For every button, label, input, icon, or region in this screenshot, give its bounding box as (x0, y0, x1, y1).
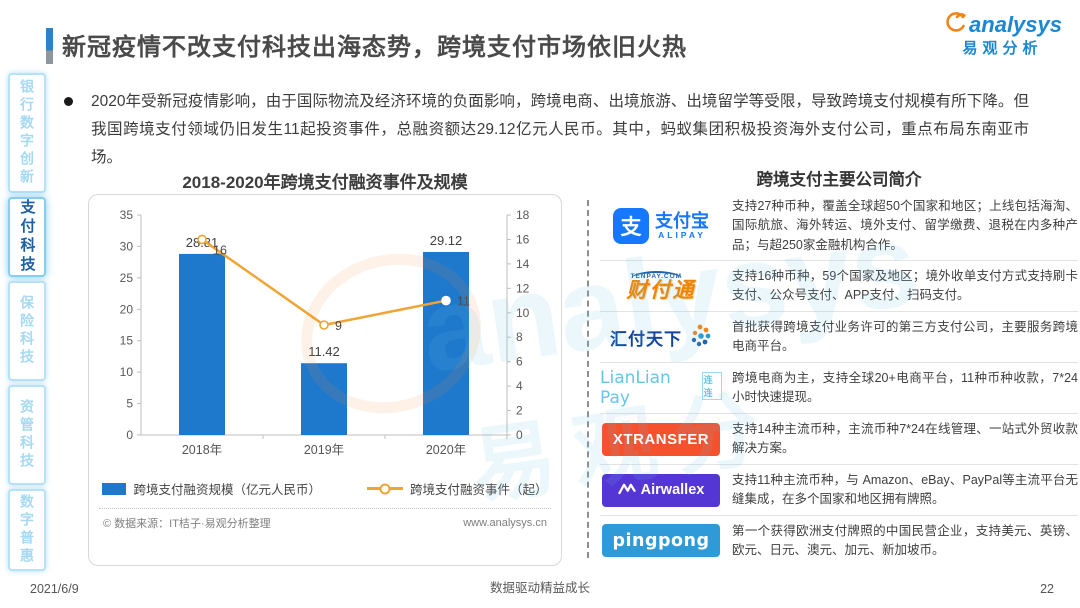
company-row-tenpay: TENPAY.COM 财付通 支持16种币种，59个国家及地区；境外收单支付方式… (600, 261, 1078, 313)
legend-item-line: 跨境支付融资事件（起） (367, 479, 548, 498)
company-row-airwallex: Airwallex 支持11种主流币种，与 Amazon、eBay、PayPal… (600, 465, 1078, 516)
svg-text:25: 25 (120, 271, 134, 285)
company-row-lianlian: LianLian Pay 连连 跨境电商为主，支持全球20+电商平台，11种币种… (600, 363, 1078, 415)
source-divider (99, 508, 551, 509)
sidebar-item-payment-tech[interactable]: 支付科技 (8, 197, 46, 277)
company-desc: 第一个获得欧洲支付牌照的中国民营企业，支持美元、英镑、欧元、日元、澳元、加元、新… (732, 523, 1078, 557)
brand-swirl-icon (943, 10, 967, 39)
alipay-logo-text: 支付宝 (655, 211, 709, 232)
pingpong-logo: pingpong (602, 524, 720, 558)
company-desc: 支持11种主流币种，与 Amazon、eBay、PayPal等主流平台无缝集成，… (732, 472, 1078, 507)
svg-text:2018年: 2018年 (182, 443, 222, 457)
source-url[interactable]: www.analysys.cn (463, 517, 547, 529)
section-divider (587, 200, 589, 558)
huifu-logo-text: 汇付天下 (610, 329, 682, 349)
company-row-xtransfer: XTRANSFER 支持14种主流币种，主流币种7*24在线管理、一站式外贸收款… (600, 414, 1078, 466)
airwallex-logo: Airwallex (602, 473, 720, 507)
airwallex-mark-icon (618, 482, 636, 499)
company-row-alipay: 支 支付宝 ALIPAY 支持27种币种，覆盖全球超50个国家和地区；上线包括海… (600, 192, 1078, 262)
line-swatch-icon (367, 487, 403, 490)
tenpay-logo: TENPAY.COM 财付通 (626, 270, 696, 303)
huifu-swirl-icon (688, 323, 712, 352)
svg-text:6: 6 (516, 355, 523, 369)
companies-panel: 支 支付宝 ALIPAY 支持27种币种，覆盖全球超50个国家和地区；上线包括海… (600, 192, 1078, 566)
company-desc: 支持27种币种，覆盖全球超50个国家和地区；上线包括海淘、国际航旅、海外转运、境… (732, 199, 1078, 252)
svg-text:2: 2 (516, 404, 523, 418)
company-desc: 跨境电商为主，支持全球20+电商平台，11种币种收款，7*24 小时快速提现。 (732, 370, 1078, 405)
companies-title: 跨境支付主要公司简介 (756, 171, 922, 189)
svg-text:4: 4 (516, 379, 523, 393)
svg-text:11: 11 (457, 295, 470, 309)
svg-text:5: 5 (126, 397, 133, 411)
title-accent-bar (46, 28, 53, 64)
svg-text:14: 14 (516, 257, 530, 271)
sidebar-item-asset-tech[interactable]: 资管科技 (8, 385, 46, 485)
chart-source: © 数据来源：IT桔子·易观分析整理 (103, 518, 271, 530)
bar-swatch-icon (102, 482, 127, 495)
legend-bar-label: 跨境支付融资规模（亿元人民币） (133, 483, 321, 497)
chart-card: 0510152025303502468101214161828.812018年1… (88, 194, 562, 566)
tenpay-logo-text: 财付通 (626, 279, 696, 303)
footer-slogan: 数据驱动精益成长 (489, 581, 590, 595)
svg-text:15: 15 (120, 334, 134, 348)
chart-title: 2018-2020年跨境支付融资事件及规模 (182, 173, 468, 192)
lianlian-logo-sub: 连连 (701, 372, 722, 401)
svg-text:11.42: 11.42 (308, 344, 340, 359)
brand-name-cn: 易观分析 (962, 40, 1043, 58)
company-row-pingpong: pingpong 第一个获得欧洲支付牌照的中国民营企业，支持美元、英镑、欧元、日… (600, 516, 1078, 566)
svg-text:16: 16 (213, 243, 227, 257)
svg-text:0: 0 (516, 428, 523, 442)
svg-text:12: 12 (516, 281, 530, 295)
svg-text:9: 9 (335, 319, 342, 333)
svg-text:0: 0 (126, 428, 133, 442)
bullet-icon (64, 97, 73, 106)
alipay-logo: 支 支付宝 ALIPAY (613, 208, 709, 245)
svg-text:2019年: 2019年 (304, 443, 344, 457)
lianlian-logo-text: LianLian Pay (600, 368, 671, 409)
alipay-badge-icon: 支 (613, 208, 649, 245)
brand-name: analysys (969, 12, 1062, 38)
svg-text:2020年: 2020年 (426, 443, 466, 457)
svg-text:20: 20 (120, 302, 134, 316)
svg-text:16: 16 (516, 232, 530, 246)
svg-text:10: 10 (120, 365, 134, 379)
svg-text:18: 18 (516, 208, 530, 222)
legend-line-label: 跨境支付融资事件（起） (410, 483, 548, 497)
page-title: 新冠疫情不改支付科技出海态势，跨境支付市场依旧火热 (62, 34, 687, 61)
sidebar-item-digital-inclusion[interactable]: 数字普惠 (8, 489, 46, 571)
company-desc: 支持14种主流币种，主流币种7*24在线管理、一站式外贸收款解决方案。 (732, 421, 1078, 456)
funding-chart: 0510152025303502468101214161828.812018年1… (120, 208, 530, 457)
chart-legend: 跨境支付融资规模（亿元人民币） 跨境支付融资事件（起） (99, 479, 551, 498)
lianlian-logo: LianLian Pay 连连 (600, 368, 722, 408)
brand-logo: analysys 易观分析 (943, 10, 1062, 58)
company-desc: 支持16种币种，59个国家及地区；境外收单支付方式支持刷卡支付、公众号支付、AP… (732, 268, 1078, 303)
company-desc: 首批获得跨境支付业务许可的第三方支付公司，主要服务跨境电商平台。 (732, 319, 1078, 354)
airwallex-logo-text: Airwallex (640, 482, 705, 499)
company-row-huifu: 汇付天下 首批获得跨境支付业务许可的第三方支付公司，主要服务跨境电商平台。 (600, 312, 1078, 364)
svg-text:29.12: 29.12 (430, 233, 463, 248)
svg-text:10: 10 (516, 306, 530, 320)
huifu-logo: 汇付天下 (610, 323, 712, 352)
summary-text: 2020年受新冠疫情影响，由于国际物流及经济环境的负面影响，跨境电商、出境旅游、… (91, 93, 1029, 166)
tenpay-logo-sub: TENPAY.COM (630, 270, 683, 280)
sidebar-item-banking-digital[interactable]: 银行数字创新 (8, 73, 46, 193)
sidebar-item-insurance-tech[interactable]: 保险科技 (8, 281, 46, 381)
footer-date: 2021/6/9 (30, 582, 79, 596)
legend-item-bar: 跨境支付融资规模（亿元人民币） (102, 479, 321, 498)
page-number: 22 (1040, 582, 1054, 596)
svg-text:8: 8 (516, 330, 523, 344)
svg-text:30: 30 (120, 239, 134, 253)
alipay-logo-sub: ALIPAY (658, 230, 706, 241)
summary-block: 2020年受新冠疫情影响，由于国际物流及经济环境的负面影响，跨境电商、出境旅游、… (64, 88, 1029, 172)
svg-text:35: 35 (120, 208, 134, 222)
xtransfer-logo: XTRANSFER (602, 422, 720, 456)
